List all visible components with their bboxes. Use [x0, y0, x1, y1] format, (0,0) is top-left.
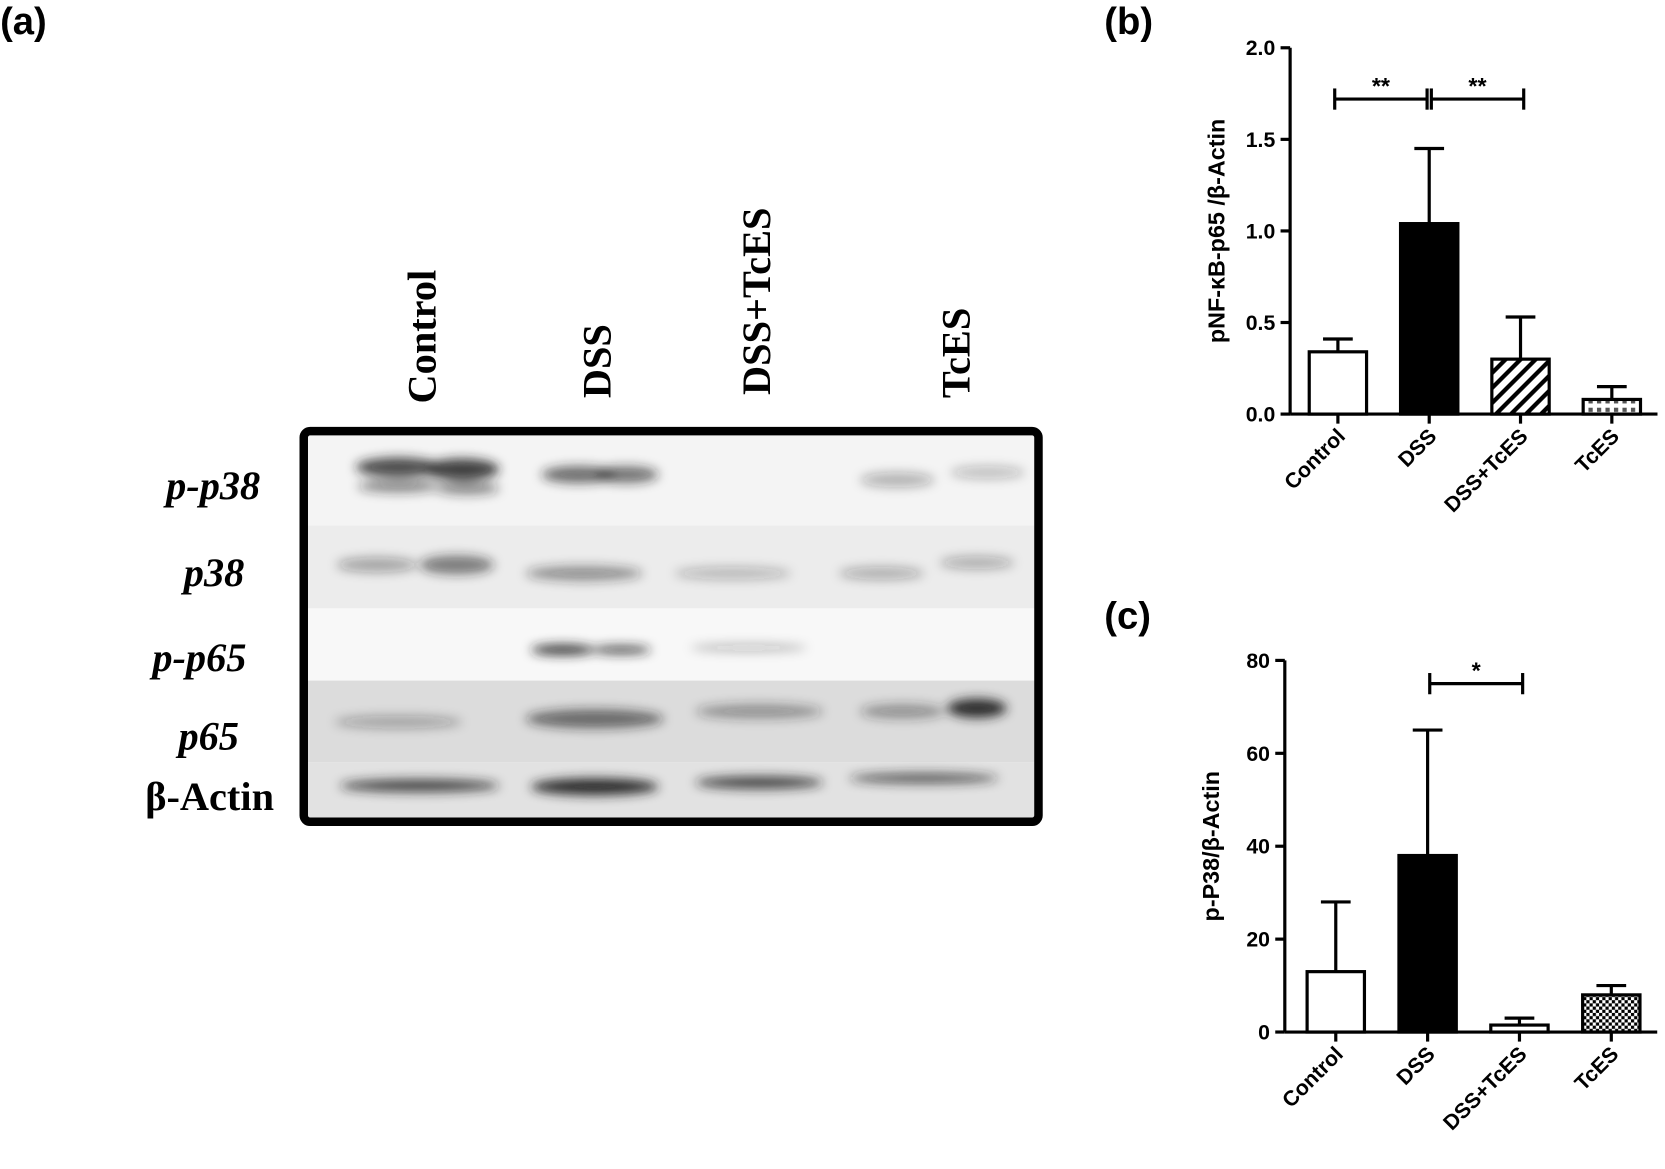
significance-label: *	[1472, 657, 1482, 683]
protein-label: β-Actin	[145, 774, 274, 819]
protein-label: p65	[175, 714, 239, 759]
panel-label: (b)	[1104, 0, 1153, 43]
bar	[1581, 397, 1643, 416]
bar	[1398, 222, 1460, 416]
y-tick-label: 0.0	[1246, 404, 1276, 427]
x-tick-label: Control	[1278, 1043, 1348, 1113]
protein-label: p-p65	[149, 635, 246, 680]
y-axis-label: p-P38/β-Actin	[1198, 771, 1224, 921]
y-axis-label: pNF-κB-p65 /β-Actin	[1203, 119, 1229, 343]
bar	[1397, 853, 1458, 1034]
panel-label: (a)	[0, 0, 47, 43]
x-tick-label: DSS	[1394, 425, 1441, 472]
lane-label: TcES	[933, 308, 978, 398]
x-tick-label: Control	[1280, 425, 1350, 495]
y-tick-label: 0.5	[1246, 312, 1276, 335]
bar	[1305, 970, 1367, 1034]
bar	[1307, 350, 1369, 416]
x-tick-label: DSS	[1393, 1043, 1440, 1090]
bar	[1490, 357, 1551, 416]
protein-label: p38	[181, 550, 245, 595]
lane-label: DSS+TcES	[734, 208, 779, 395]
protein-label: p-p38	[163, 463, 260, 508]
bar	[1581, 993, 1642, 1034]
lane-label: Control	[399, 270, 444, 404]
significance-label: **	[1372, 73, 1391, 99]
x-tick-label: DSS+TcES	[1440, 425, 1532, 517]
significance-label: **	[1468, 73, 1487, 99]
bar	[1489, 1023, 1550, 1034]
x-tick-label: TcES	[1571, 1043, 1624, 1096]
y-tick-label: 1.0	[1246, 220, 1276, 243]
y-tick-label: 80	[1246, 650, 1270, 673]
x-tick-label: TcES	[1571, 425, 1624, 478]
y-tick-label: 40	[1246, 836, 1270, 859]
western-blot	[299, 426, 1043, 827]
lane-label: DSS	[575, 324, 620, 398]
x-tick-label: DSS+TcES	[1439, 1043, 1531, 1135]
y-tick-label: 0	[1258, 1021, 1270, 1044]
y-tick-label: 2.0	[1246, 37, 1276, 60]
y-tick-label: 20	[1246, 929, 1270, 952]
y-tick-label: 1.5	[1246, 129, 1276, 152]
panel-label: (c)	[1104, 595, 1151, 638]
y-tick-label: 60	[1246, 743, 1270, 766]
